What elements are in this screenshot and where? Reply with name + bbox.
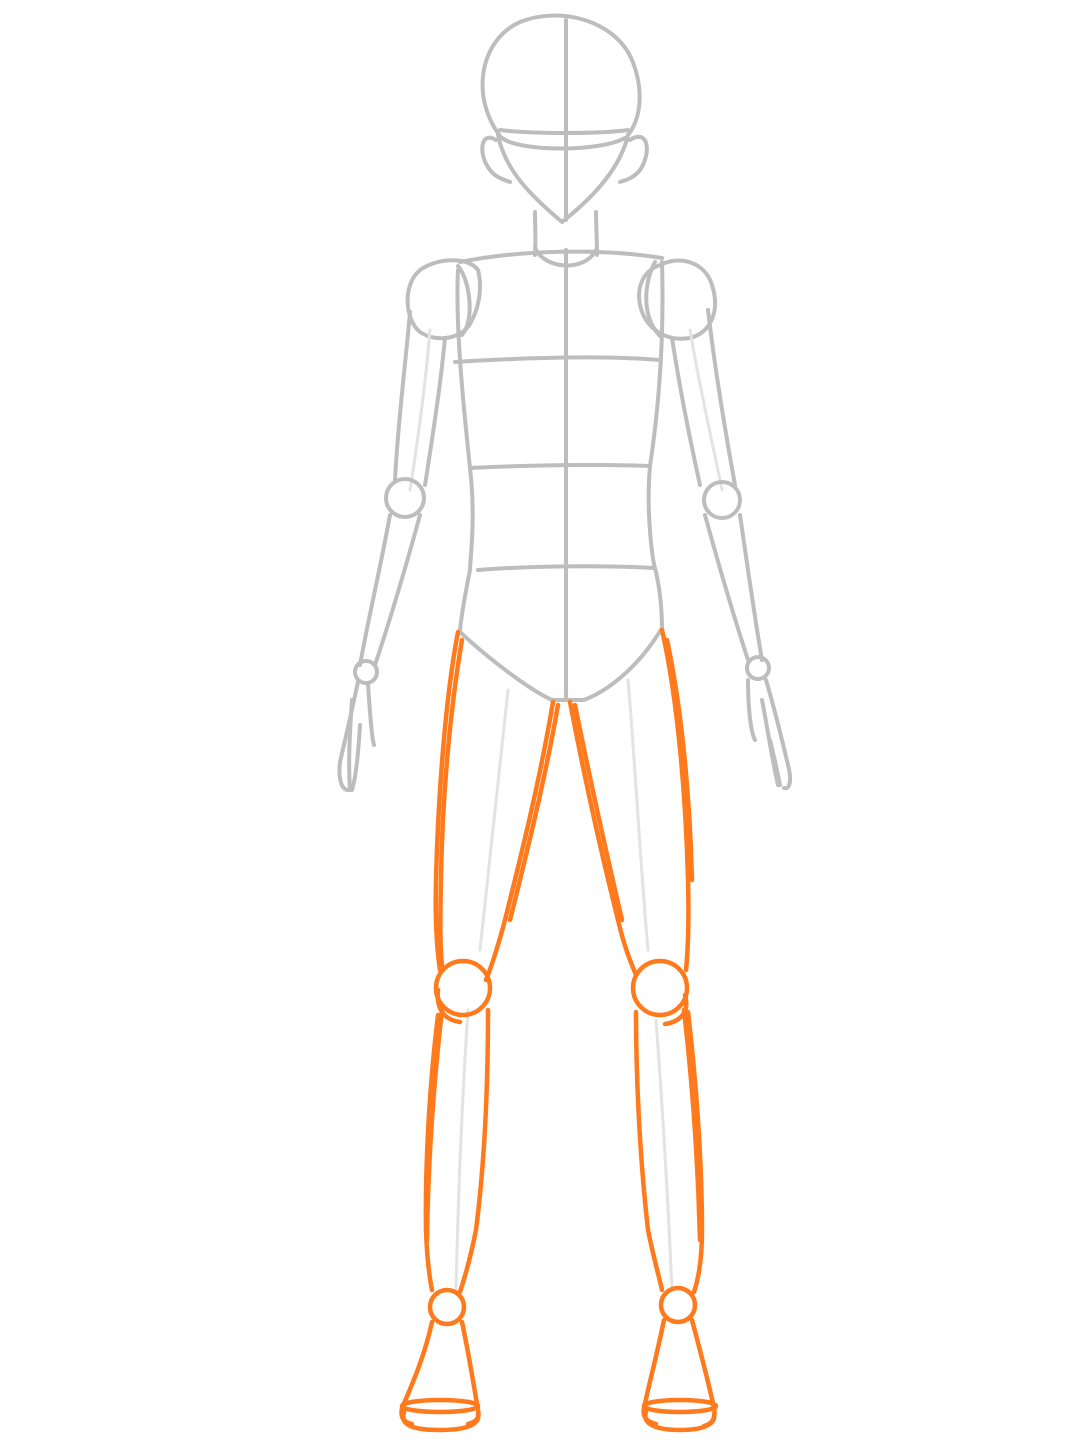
left-foot-sole xyxy=(400,1409,481,1433)
right-leg xyxy=(567,627,719,1433)
left-arm xyxy=(337,310,447,792)
torso xyxy=(453,248,665,702)
leg-guides xyxy=(454,678,674,1292)
left-foot-sole-top xyxy=(399,1397,481,1415)
left-leg xyxy=(399,629,561,1433)
head xyxy=(480,13,649,224)
shoulders xyxy=(405,258,717,341)
right-foot-sole xyxy=(643,1409,717,1433)
right-foot-sole-top xyxy=(641,1397,719,1415)
construction-lines xyxy=(337,13,793,1292)
highlighted-legs xyxy=(399,627,719,1433)
right-arm xyxy=(670,308,793,791)
